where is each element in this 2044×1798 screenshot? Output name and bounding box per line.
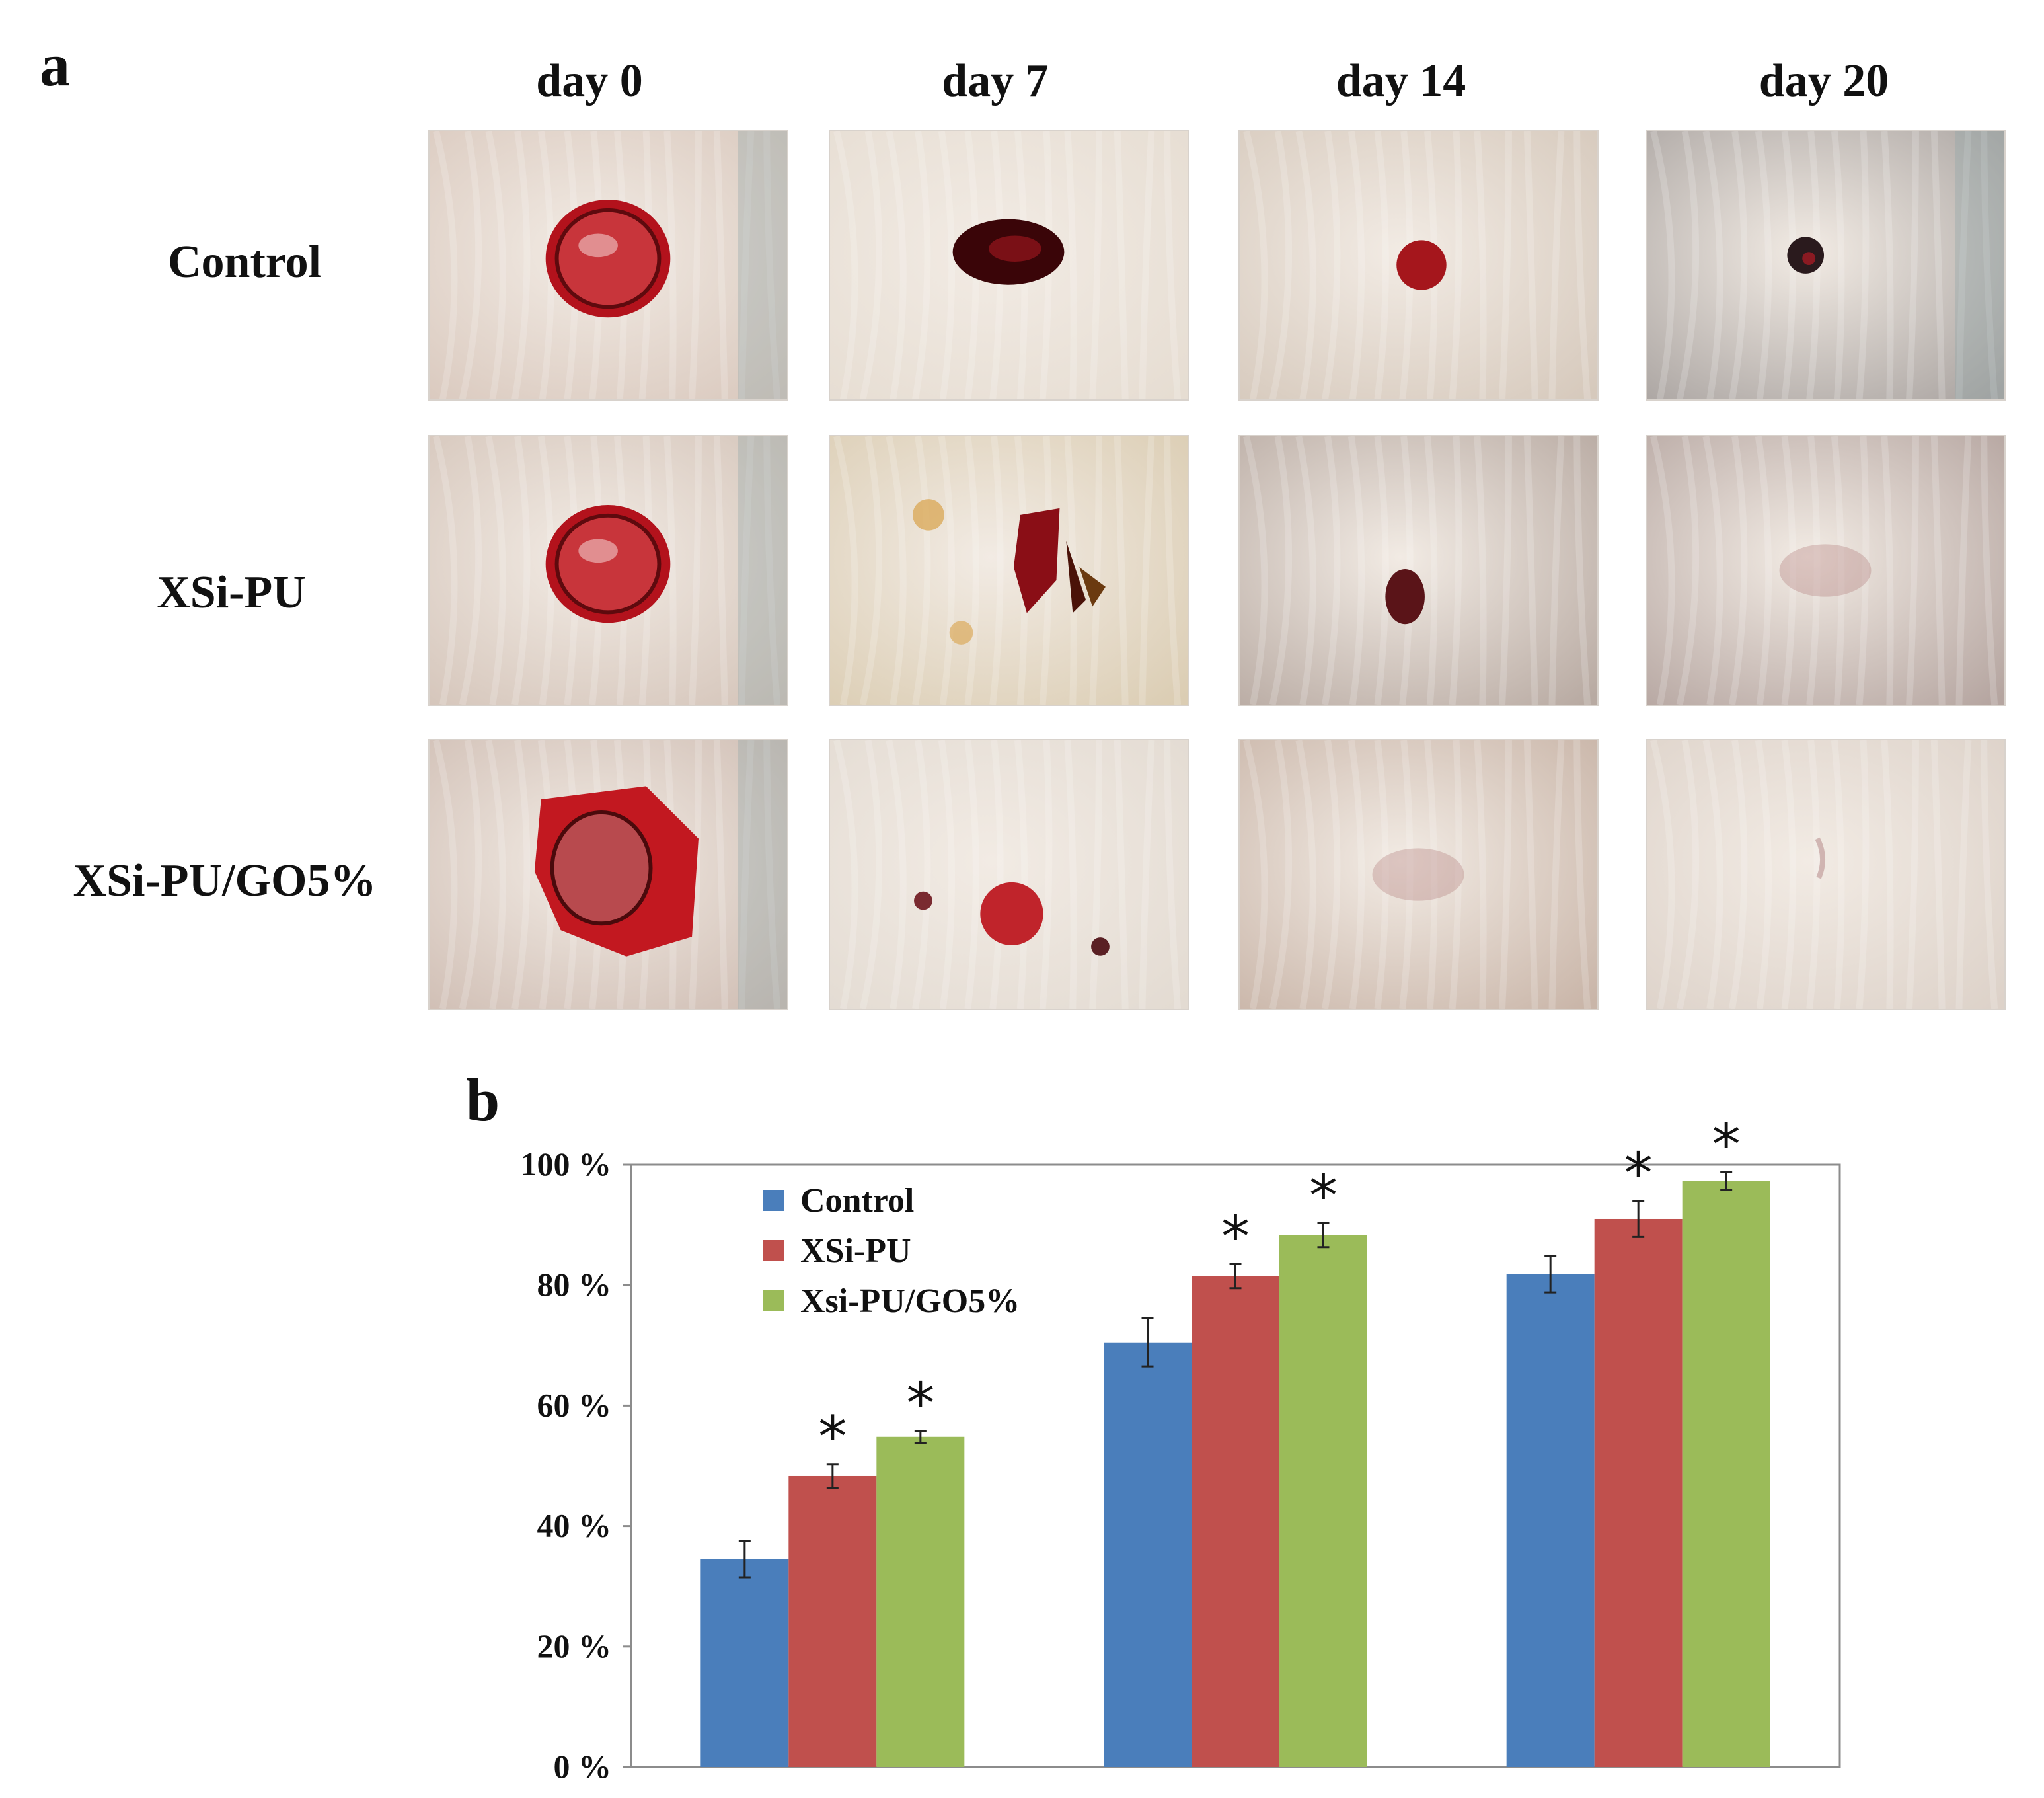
- wound-photo-1-3: [1238, 130, 1599, 401]
- wound-photo-3-4: [1646, 739, 2006, 1010]
- bar-xsi-pu-1: [788, 1475, 877, 1767]
- significance-star: *: [906, 1371, 934, 1437]
- column-header-day-0: day 0: [536, 56, 643, 106]
- wound-photo-2-2: [829, 435, 1189, 706]
- bar-xsi-pu-3: [1594, 1218, 1683, 1767]
- column-header-day-7: day 7: [942, 56, 1049, 106]
- wound-photo-1-2: [829, 130, 1189, 401]
- panel-a-label: a: [40, 31, 70, 98]
- wound-photo-2-1: [428, 435, 788, 706]
- legend-swatch: [763, 1240, 784, 1261]
- wound-photo-3-3: [1238, 739, 1599, 1010]
- column-header-day-14: day 14: [1336, 56, 1466, 106]
- legend-swatch: [763, 1290, 784, 1311]
- bar-xsi-pu-go5--1: [876, 1436, 965, 1767]
- legend-label: XSi-PU: [800, 1232, 911, 1270]
- y-tick-label: 60 %: [537, 1386, 612, 1423]
- bar-xsi-pu-go5--3: [1682, 1181, 1770, 1767]
- wound-photo-1-1: [428, 130, 788, 401]
- wound-photo-2-4: [1646, 435, 2006, 706]
- legend-label: Xsi-PU/GO5%: [800, 1282, 1020, 1320]
- y-tick-label: 80 %: [537, 1266, 612, 1303]
- y-tick-label: 0 %: [554, 1748, 612, 1785]
- significance-star: *: [1221, 1204, 1250, 1270]
- y-tick-label: 100 %: [521, 1146, 612, 1183]
- bar-xsi-pu-2: [1192, 1276, 1279, 1767]
- y-tick-label: 40 %: [537, 1507, 612, 1544]
- wound-photo-3-1: [428, 739, 788, 1010]
- panel-b-label: b: [466, 1066, 500, 1134]
- row-header-control: Control: [167, 237, 322, 288]
- bar-control-3: [1506, 1274, 1595, 1767]
- significance-star: *: [818, 1404, 847, 1470]
- wound-photo-1-4: [1646, 130, 2006, 401]
- row-header-xsi-pu-go5: XSi-PU/GO5%: [73, 855, 377, 906]
- row-header-xsi-pu: XSi-PU: [157, 567, 306, 618]
- wound-photo-2-3: [1238, 435, 1599, 706]
- bar-control-2: [1104, 1342, 1192, 1767]
- y-tick-label: 20 %: [537, 1627, 612, 1664]
- bar-xsi-pu-go5--2: [1279, 1235, 1367, 1767]
- wound-photo-3-2: [829, 739, 1189, 1010]
- column-header-day-20: day 20: [1759, 56, 1889, 106]
- significance-star: *: [1309, 1163, 1338, 1229]
- significance-star: *: [1624, 1141, 1653, 1207]
- bar-control-1: [700, 1559, 789, 1767]
- legend-label: Control: [800, 1182, 914, 1220]
- significance-star: *: [1712, 1112, 1741, 1178]
- legend-swatch: [763, 1190, 784, 1211]
